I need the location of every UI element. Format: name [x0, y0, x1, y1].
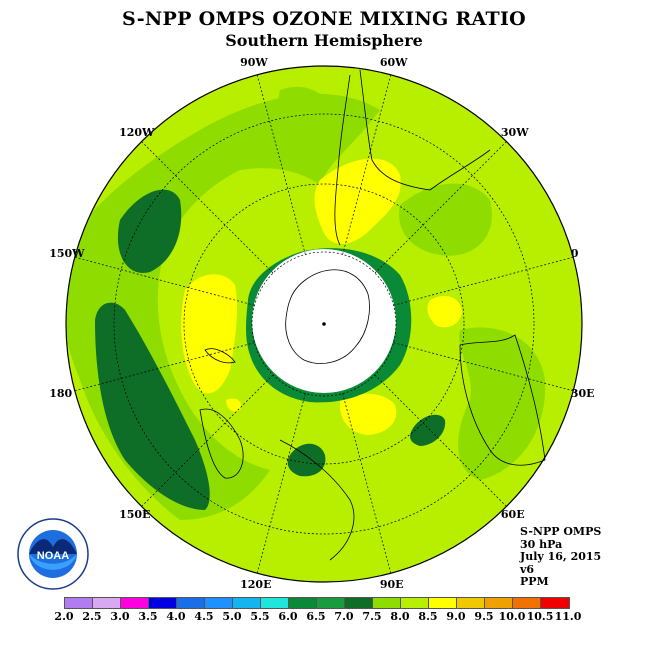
colorbar-tick-label: 8.0 — [390, 610, 410, 623]
colorbar-swatch — [65, 598, 93, 608]
longitude-label: 150W — [49, 247, 85, 261]
colorbar-swatch — [317, 598, 345, 608]
info-line: PPM — [520, 575, 549, 588]
longitude-label: 120W — [119, 126, 155, 140]
ozone-band-7-0 — [275, 86, 340, 136]
longitude-label: 30E — [570, 386, 595, 400]
ozone-band-6-5 — [287, 443, 326, 477]
info-line: v6 — [520, 562, 535, 576]
longitude-label: 60E — [500, 507, 525, 521]
svg-text:NOAA: NOAA — [37, 550, 69, 562]
meridian-line — [374, 141, 507, 274]
ozone-band-6-5 — [117, 189, 182, 273]
colorbar-swatch — [513, 598, 541, 608]
colorbar-ticks: 2.0 2.5 3.0 3.5 4.0 4.5 5.0 5.5 6.0 6.5 7.0 7.5 8.0 8… — [54, 610, 614, 624]
ozone-band-6-5 — [95, 302, 210, 510]
colorbar-tick-label: 5.0 — [222, 610, 242, 623]
longitude-label: 0 — [570, 247, 579, 261]
info-box: S-NPP OMPS 30 hPa July 16, 2015 v6 PPM — [520, 525, 602, 589]
page-title: S-NPP OMPS OZONE MIXING RATIO — [121, 8, 527, 30]
ozone-band-8-5 — [226, 398, 242, 412]
colorbar-swatch — [485, 598, 513, 608]
colorbar-tick-label: 4.0 — [166, 610, 186, 623]
meridian-line — [74, 256, 255, 306]
longitude-label: 120E — [240, 577, 272, 591]
colorbar-tick-label: 11.0 — [554, 610, 582, 623]
colorbar-tick-label: 9.0 — [446, 610, 466, 623]
meridian-line — [374, 374, 507, 507]
colorbar-tick-label: 7.5 — [362, 610, 382, 623]
colorbar-swatch — [233, 598, 261, 608]
colorbar-tick-label: 4.5 — [194, 610, 214, 623]
meridian-line — [256, 393, 306, 574]
colorbar-swatch — [401, 598, 429, 608]
colorbar-tick-label: 6.0 — [278, 610, 298, 623]
ozone-band-8-5 — [181, 274, 238, 394]
colorbar-swatch — [121, 598, 149, 608]
noaa-logo-icon: NOAA — [17, 518, 89, 590]
meridian-line — [342, 393, 392, 574]
page-subtitle: Southern Hemisphere — [225, 31, 423, 50]
colorbar-tick-label: 3.5 — [138, 610, 158, 623]
meridian-line — [141, 141, 274, 274]
meridians — [74, 74, 574, 574]
south-pole-marker — [322, 322, 326, 326]
longitude-label: 30W — [500, 126, 529, 140]
colorbar-swatch — [345, 598, 373, 608]
meridian-line — [393, 342, 574, 392]
colorbar-swatch — [457, 598, 485, 608]
colorbar-swatch — [289, 598, 317, 608]
colorbar-tick-label: 8.5 — [418, 610, 438, 623]
info-line: July 16, 2015 — [520, 550, 602, 563]
longitude-label: 90E — [379, 577, 404, 591]
ozone-band-8-5 — [314, 158, 401, 245]
colorbar-swatch — [177, 598, 205, 608]
colorbar-tick-label: 2.5 — [82, 610, 102, 623]
longitude-label: 90W — [240, 56, 268, 70]
colorbar-tick-label: 5.5 — [250, 610, 270, 623]
colorbar-swatch — [93, 598, 121, 608]
info-line: 30 hPa — [520, 537, 563, 551]
meridian-line — [74, 342, 255, 392]
colorbar-tick-label: 9.5 — [474, 610, 494, 623]
colorbar-tick-label: 2.0 — [54, 610, 74, 623]
colorbar-swatch — [205, 598, 233, 608]
ozone-band-8-5 — [427, 296, 462, 328]
colorbar-swatch — [541, 598, 569, 608]
meridian-line — [393, 256, 574, 306]
pole-cap — [252, 249, 396, 393]
colorbar-swatch — [261, 598, 289, 608]
colorbar-tick-label: 7.0 — [334, 610, 354, 623]
meridian-line — [141, 374, 274, 507]
colorbar-swatch — [429, 598, 457, 608]
colorbar-swatch — [149, 598, 177, 608]
colorbar-tick-label: 3.0 — [110, 610, 130, 623]
longitude-label: 150E — [119, 507, 151, 521]
info-line: S-NPP OMPS — [520, 525, 602, 538]
longitude-label: 60W — [379, 56, 408, 70]
map-boundary — [65, 65, 583, 583]
meridian-line — [256, 74, 306, 255]
ozone-band-7-0 — [399, 183, 492, 256]
colorbar-tick-label: 6.5 — [306, 610, 326, 623]
meridian-line — [342, 74, 392, 255]
colorbar-tick-label: 10.0 — [498, 610, 526, 623]
ozone-band-8-5 — [339, 393, 397, 435]
graticule — [113, 113, 535, 535]
ozone-band-6-5 — [410, 414, 446, 446]
colorbar-tick-label: 10.5 — [526, 610, 554, 623]
colorbar-swatch — [373, 598, 401, 608]
longitude-label: 180 — [49, 386, 73, 400]
colorbar — [64, 597, 570, 609]
coastlines — [199, 69, 546, 561]
